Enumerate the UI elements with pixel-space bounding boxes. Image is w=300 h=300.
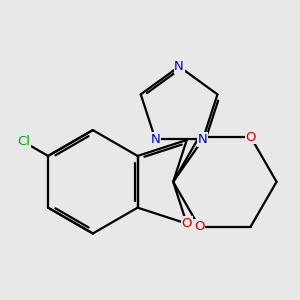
Text: O: O: [182, 217, 192, 230]
Text: Cl: Cl: [17, 135, 30, 148]
Text: N: N: [198, 133, 208, 146]
Text: N: N: [151, 133, 160, 146]
Text: O: O: [194, 220, 204, 233]
Text: N: N: [174, 60, 184, 73]
Text: O: O: [245, 130, 256, 143]
